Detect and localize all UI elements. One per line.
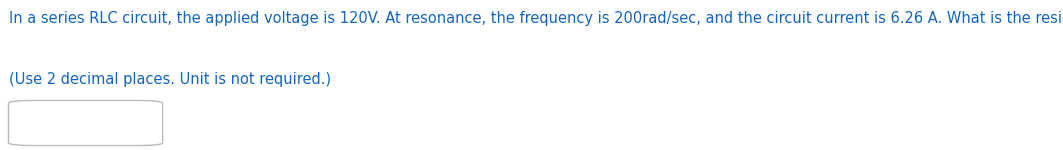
Text: In a series RLC circuit, the applied voltage is 120V. At resonance, the frequenc: In a series RLC circuit, the applied vol…: [9, 11, 1063, 26]
FancyBboxPatch shape: [9, 100, 163, 146]
Text: (Use 2 decimal places. Unit is not required.): (Use 2 decimal places. Unit is not requi…: [9, 72, 331, 87]
